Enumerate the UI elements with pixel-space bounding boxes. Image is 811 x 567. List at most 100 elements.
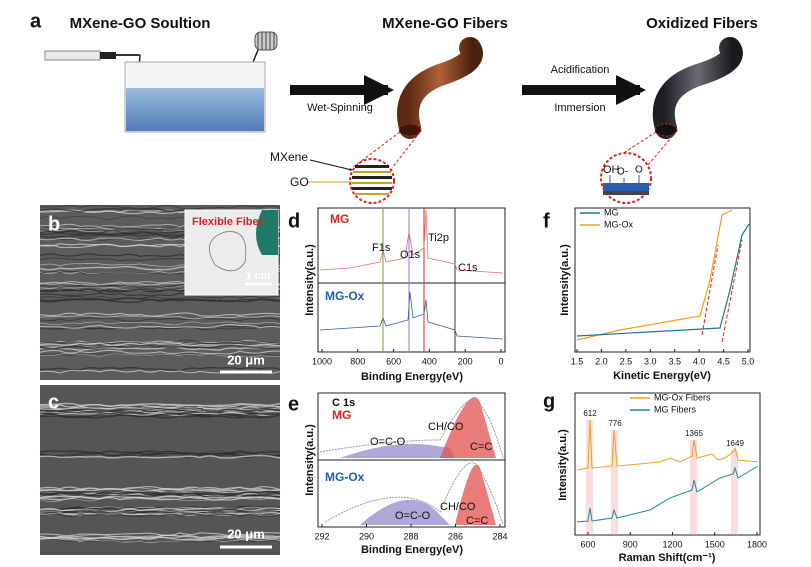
fiber-texture — [39, 490, 281, 495]
fiber-texture — [39, 315, 281, 320]
fiber-texture — [39, 346, 281, 351]
fiber-texture — [39, 342, 281, 347]
peak-label: 776 — [608, 419, 622, 428]
fiber — [652, 37, 743, 139]
legend-label: MG — [604, 207, 619, 217]
legend-label: MG-Ox Fibers — [654, 392, 711, 402]
x-tick-label: 600 — [580, 539, 595, 549]
scale-label: 1 cm — [245, 270, 270, 282]
peak-label: CH/CO — [428, 421, 464, 433]
fiber-texture — [39, 492, 281, 497]
fiber-texture — [39, 450, 281, 455]
fiber-texture — [39, 488, 281, 493]
fiber-texture — [39, 497, 281, 502]
group-label: O — [635, 165, 643, 176]
layers — [352, 165, 649, 195]
x-tick-label: 1000 — [312, 356, 332, 366]
panel-label: b — [48, 213, 60, 235]
fiber-texture — [39, 341, 281, 346]
scale-label: 20 μm — [227, 352, 265, 367]
fiber-texture — [39, 349, 281, 355]
arrow-label: Acidification — [551, 64, 610, 76]
fiber-texture — [39, 511, 281, 516]
fiber-texture — [39, 298, 281, 304]
legend-label: MG Fibers — [654, 404, 697, 414]
peak-label: 612 — [583, 409, 597, 418]
fiber-texture — [39, 295, 281, 300]
fiber-texture — [39, 366, 281, 372]
fiber-texture — [39, 406, 281, 411]
fiber-texture — [39, 317, 281, 322]
fiber-texture — [39, 353, 281, 358]
series-label: MG — [330, 212, 349, 226]
fiber-texture — [39, 538, 281, 543]
peak-label: Ti2p — [428, 232, 449, 244]
peak-label: C=C — [470, 441, 492, 453]
x-axis-label: Raman Shift(cm⁻¹) — [619, 552, 716, 564]
curve — [576, 223, 750, 337]
fiber-texture — [39, 352, 281, 357]
fiber-texture — [39, 409, 281, 413]
panel-label: e — [288, 393, 299, 415]
fiber-texture — [39, 454, 281, 459]
legend-label: MXene — [270, 150, 308, 164]
x-tick-label: 900 — [623, 539, 638, 549]
curve — [576, 209, 733, 341]
x-tick-label: 2.5 — [620, 356, 633, 366]
spectrum — [576, 419, 759, 471]
fiber-texture — [39, 414, 281, 419]
series-label: MG-Ox — [325, 289, 365, 303]
peak-label: O=C-O — [370, 436, 406, 448]
x-tick-label: 1200 — [662, 539, 682, 549]
panel-label: g — [543, 390, 555, 412]
fiber-texture — [39, 344, 281, 350]
fiber-texture — [39, 407, 281, 413]
x-tick-label: 286 — [448, 531, 463, 541]
peak-label: O=C-O — [395, 510, 431, 522]
panel-label: c — [48, 391, 59, 413]
x-tick-label: 4.0 — [693, 356, 706, 366]
x-tick-label: 284 — [492, 531, 507, 541]
fiber-texture — [39, 509, 281, 515]
spectrum — [319, 209, 504, 274]
x-tick-label: 5.0 — [742, 356, 755, 366]
x-tick-label: 1800 — [747, 539, 767, 549]
panel-label: a — [30, 10, 42, 32]
fiber — [397, 37, 483, 139]
x-tick-label: 290 — [359, 531, 374, 541]
series-label: MG-Ox — [325, 470, 365, 484]
legend-label: GO — [290, 175, 309, 189]
step-title: MXene-GO Fibers — [382, 15, 508, 32]
group-label: OH — [603, 164, 620, 176]
fiber-texture — [39, 506, 281, 511]
x-tick-label: 1500 — [705, 539, 725, 549]
fiber-texture — [39, 204, 281, 210]
fiber-texture — [39, 505, 281, 511]
x-tick-label: 4.5 — [717, 356, 730, 366]
x-tick-label: 600 — [386, 356, 401, 366]
fiber-texture — [39, 511, 281, 517]
peak-label: F1s — [372, 242, 391, 254]
x-tick-label: 200 — [458, 356, 473, 366]
y-axis-label: Intensity(a.u.) — [304, 424, 316, 496]
arrow-label: Wet-Spinning — [307, 102, 373, 114]
peak-label: C1s — [458, 262, 478, 274]
fiber-texture — [39, 340, 281, 345]
fiber-texture — [39, 510, 281, 515]
panel-label: f — [543, 210, 550, 232]
peak-label: 1649 — [726, 439, 744, 448]
x-tick-label: 1.5 — [571, 356, 584, 366]
peak-label: CH/CO — [440, 501, 476, 513]
fiber-texture — [39, 407, 281, 412]
x-tick-label: 3.5 — [668, 356, 681, 366]
x-tick-label: 288 — [403, 531, 418, 541]
panel-label: d — [288, 210, 300, 232]
x-tick-label: 292 — [314, 531, 329, 541]
fiber-texture — [39, 324, 281, 329]
fiber-texture — [39, 491, 281, 496]
fiber-texture — [39, 312, 281, 317]
fiber-texture — [39, 534, 281, 539]
group-label: O- — [617, 167, 628, 178]
x-axis-label: Binding Energy(eV) — [361, 371, 463, 383]
